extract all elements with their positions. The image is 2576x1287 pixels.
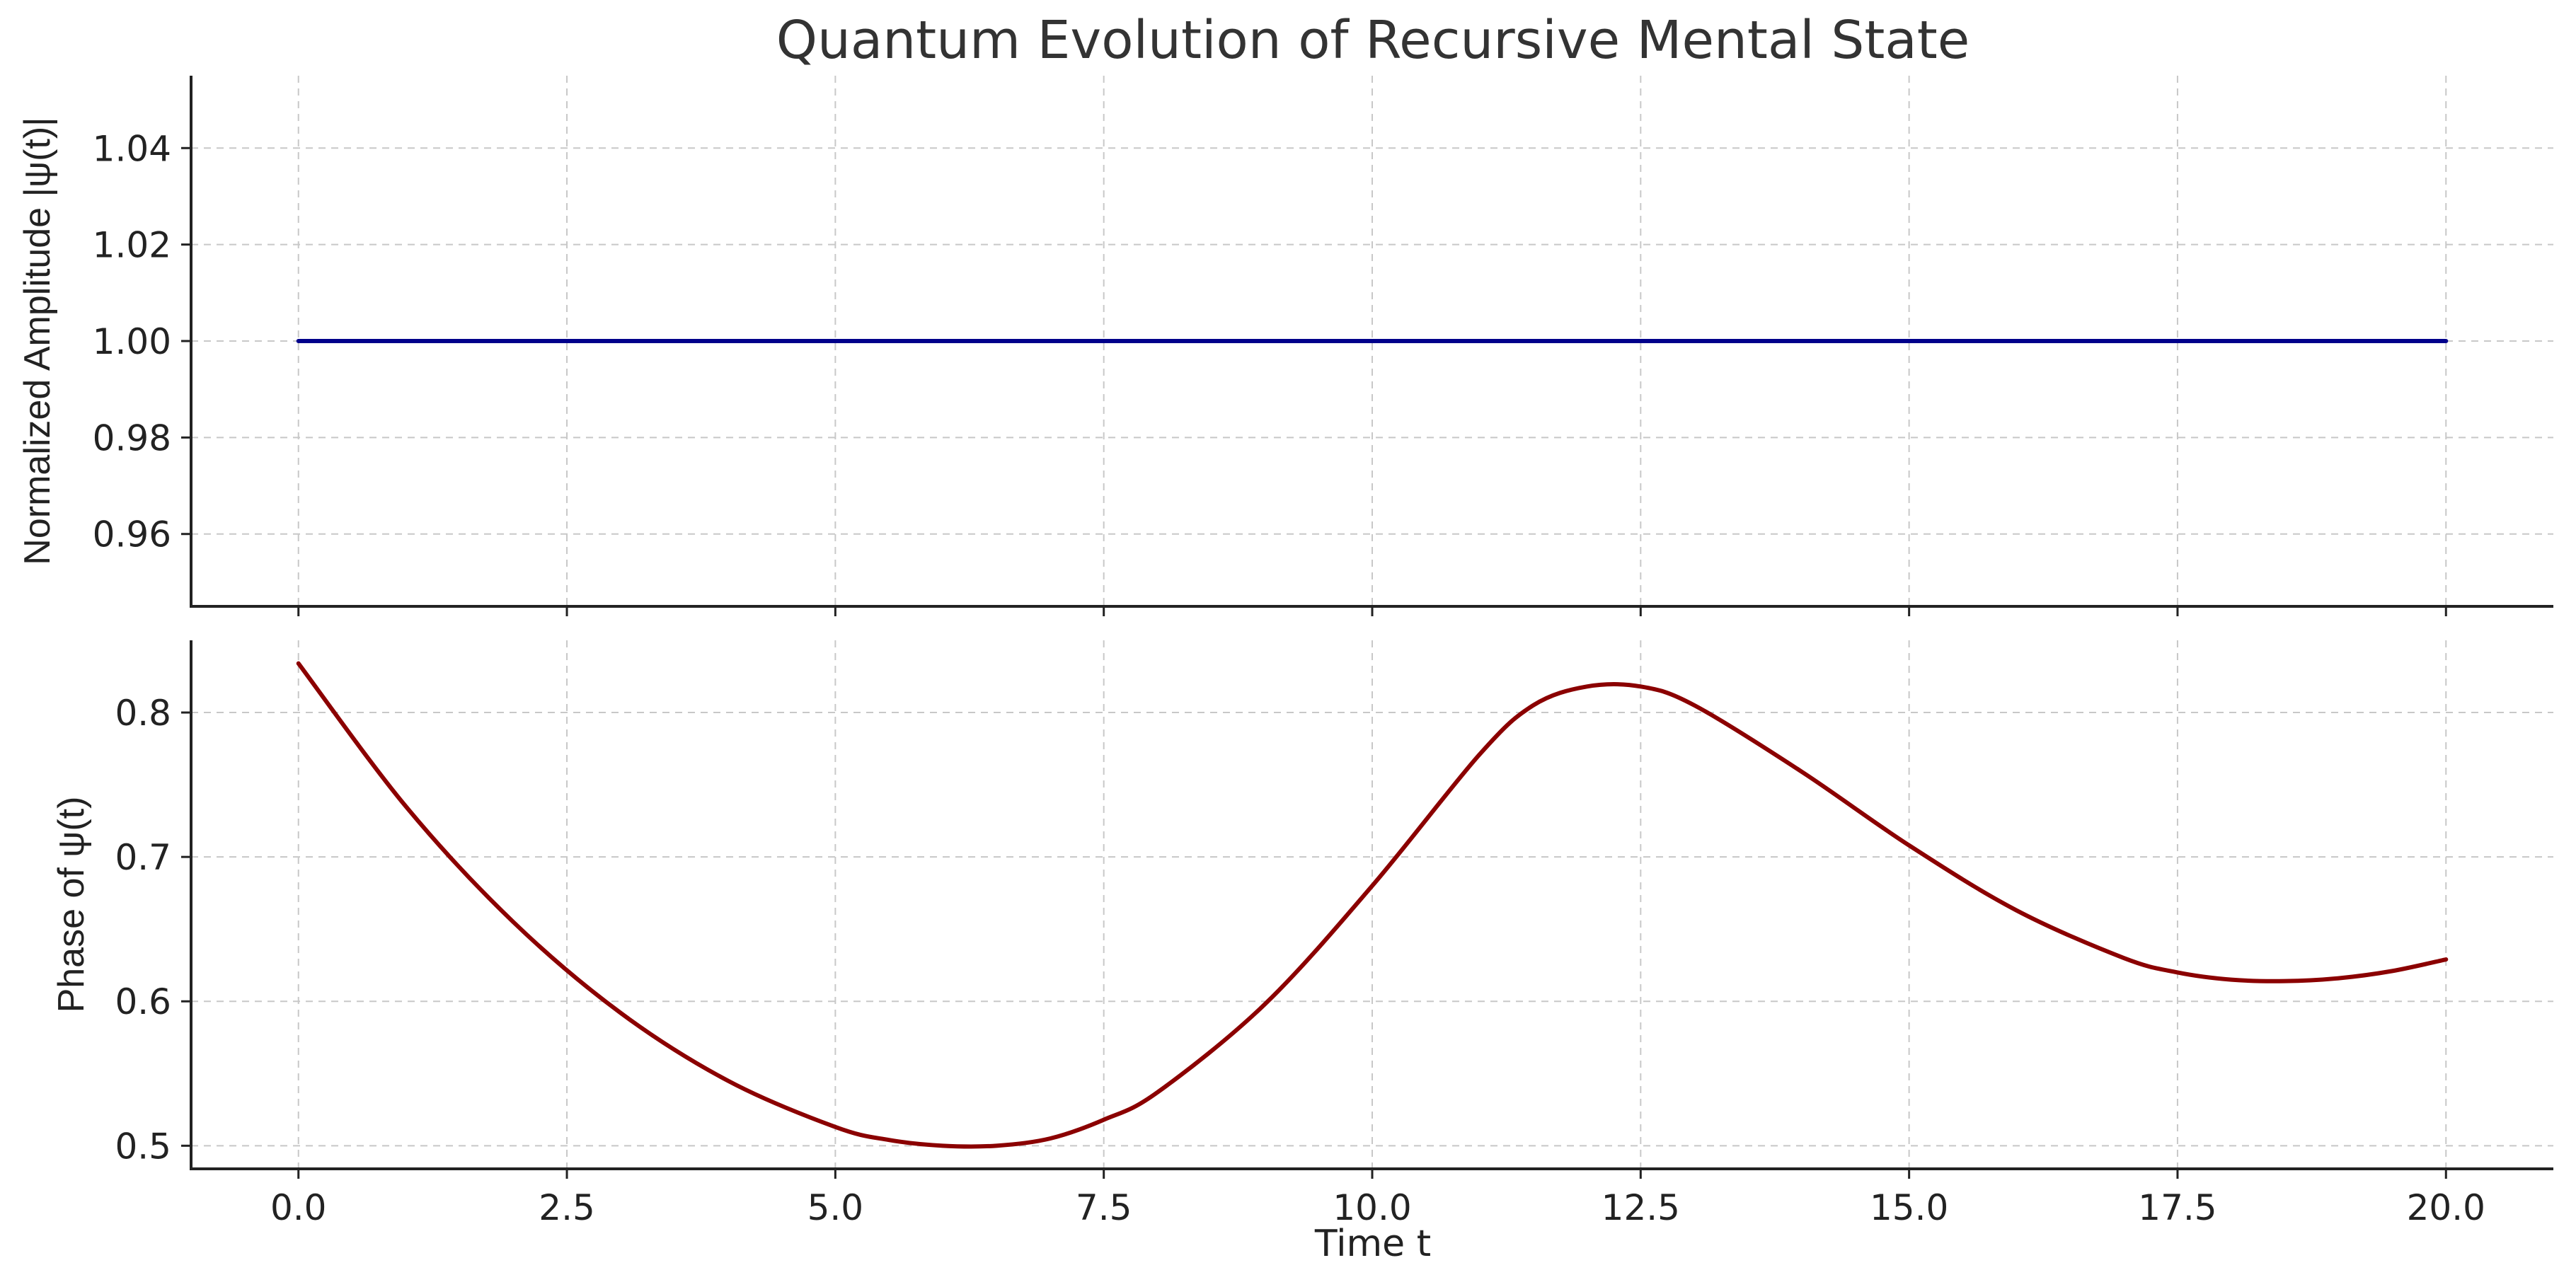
phase-xtick-label-4: 10.0 (1333, 1187, 1411, 1228)
phase-xtick-label-0: 0.0 (270, 1187, 327, 1228)
phase-series (296, 661, 2449, 1149)
phase-xtick-label-2: 5.0 (807, 1187, 864, 1228)
phase-xtick-label-1: 2.5 (539, 1187, 595, 1228)
phase-data-point-0 (298, 663, 299, 664)
phase-xtick-label-7: 17.5 (2138, 1187, 2216, 1228)
phase-panel: 0.0 2.5 5.0 7.5 10.0 12.5 15.0 17.5 20.0 0.5 0.6 0.… (51, 640, 2553, 1228)
phase-ytick-label-3: 0.8 (115, 693, 171, 734)
phase-data-point-10 (1103, 1119, 1104, 1120)
phase-series-line-0 (296, 661, 2449, 1149)
phase-ytick-label-0: 0.5 (115, 1126, 171, 1167)
phase-data-point-21 (2016, 910, 2017, 911)
phase-data-point-19 (1801, 771, 1802, 772)
phase-data-point-5 (835, 1126, 836, 1127)
amplitude-ylabel: Normalized Amplitude |ψ(t)| (17, 117, 58, 565)
figure-title: Quantum Evolution of Recursive Mental St… (776, 10, 1970, 71)
amplitude-spines (190, 76, 2553, 608)
phase-xtick-label-6: 15.0 (1870, 1187, 1948, 1228)
amplitude-ytick-label-1: 0.98 (93, 417, 171, 458)
phase-ticks: 0.0 2.5 5.0 7.5 10.0 12.5 15.0 17.5 20.0 0.5 0.6 0.… (115, 693, 2485, 1228)
phase-data-point-14 (1479, 754, 1480, 755)
phase-xtick-label-5: 12.5 (1602, 1187, 1680, 1228)
phase-data-point-2 (513, 921, 514, 922)
phase-data-point-13 (1372, 885, 1373, 886)
phase-data-point-26 (2338, 978, 2339, 979)
phase-ylabel: Phase of ψ(t) (51, 797, 92, 1013)
phase-data-point-23 (2177, 972, 2178, 973)
amplitude-ytick-label-4: 1.04 (93, 128, 171, 169)
phase-xtick-label-3: 7.5 (1076, 1187, 1132, 1228)
amplitude-ytick-label-3: 1.02 (93, 225, 171, 266)
phase-xtick-label-8: 20.0 (2407, 1187, 2485, 1228)
phase-grid (191, 640, 2553, 1169)
phase-spines (190, 640, 2553, 1170)
amplitude-data-point-0 (298, 341, 299, 342)
x-axis-label: Time t (1314, 1223, 1431, 1265)
amplitude-ticks: 0.96 0.98 1.00 1.02 1.04 (93, 128, 2447, 616)
phase-data-point-17 (1640, 686, 1641, 687)
amplitude-ytick-label-2: 1.00 (93, 321, 171, 362)
amplitude-series (296, 338, 2449, 344)
phase-data-point-6 (889, 1140, 890, 1141)
phase-ytick-label-1: 0.6 (115, 981, 171, 1022)
amplitude-panel: 0.96 0.98 1.00 1.02 1.04 Normalized Amplitud… (17, 76, 2553, 616)
amplitude-ytick-label-0: 0.96 (93, 514, 171, 555)
phase-data-point-3 (620, 1012, 621, 1013)
phase-ytick-label-2: 0.7 (115, 837, 171, 878)
